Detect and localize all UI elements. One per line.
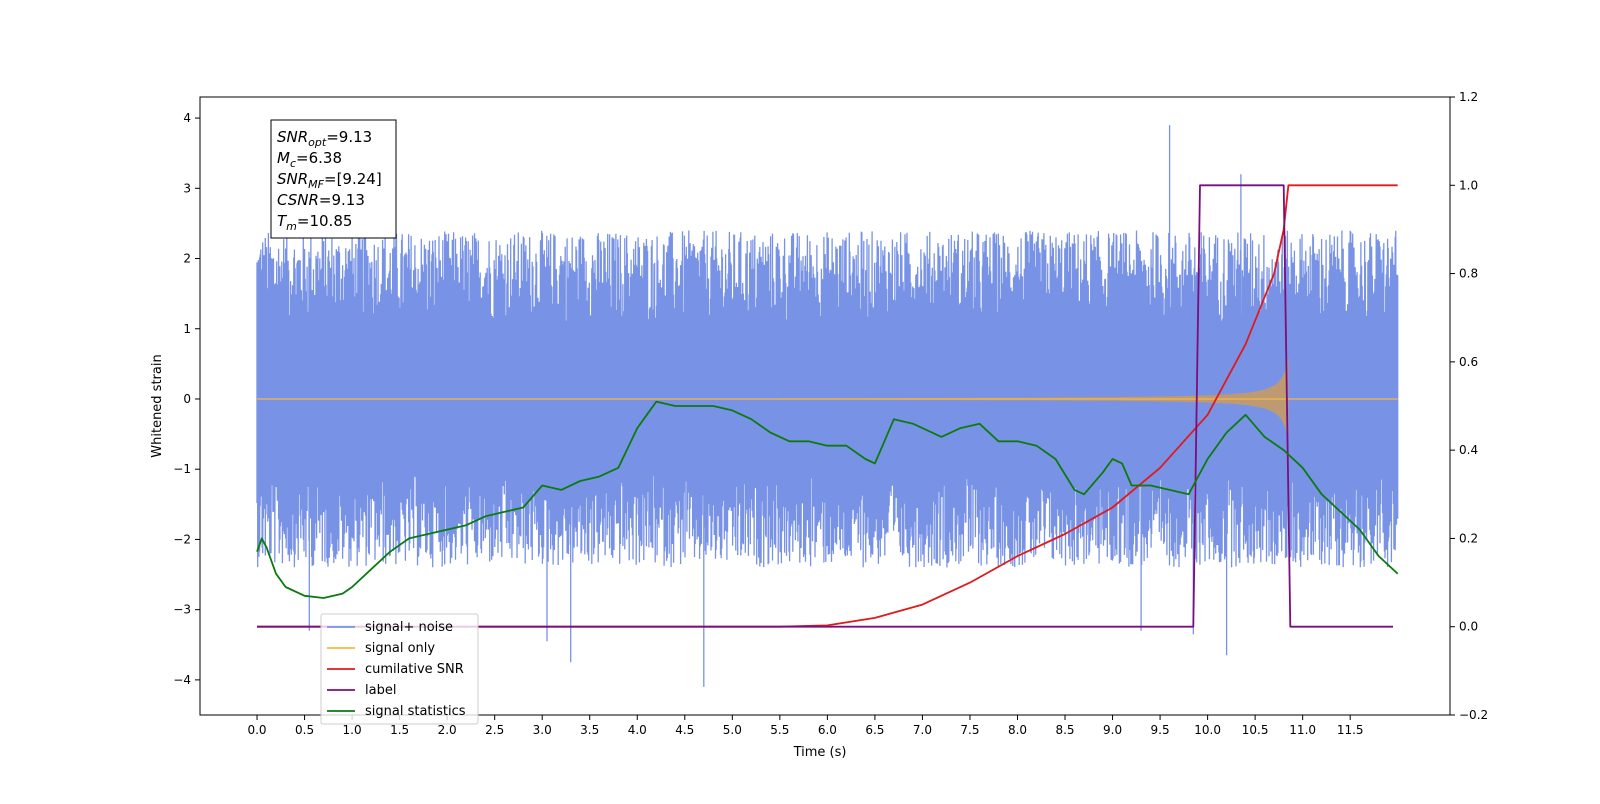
x-tick-label: 7.5 [960, 723, 979, 737]
y-tick-label: −4 [173, 673, 191, 687]
y-right-tick-label: 0.8 [1459, 267, 1478, 281]
x-tick-label: 7.0 [913, 723, 932, 737]
series-cumilative-snr-line [257, 184, 1398, 628]
legend: signal+ noise signal only cumilative SNR la… [320, 613, 479, 725]
x-tick-label: 6.5 [865, 723, 884, 737]
y-right-tick-label: 0.2 [1459, 531, 1478, 545]
x-tick-label: 1.5 [390, 723, 409, 737]
x-tick-label: 3.0 [533, 723, 552, 737]
x-tick-label: 11.5 [1337, 723, 1364, 737]
x-tick-label: 10.5 [1242, 723, 1269, 737]
legend-label: signal only [365, 641, 435, 656]
y-right-tick-label: −0.2 [1459, 708, 1488, 722]
annotation-line: CSNR=9.13 [277, 191, 365, 209]
legend-label: signal statistics [365, 704, 466, 719]
x-tick-label: 8.0 [1008, 723, 1027, 737]
annotation-line: Tm=10.85 [277, 212, 352, 233]
x-tick-label: 10.0 [1194, 723, 1221, 737]
x-tick-label: 0.0 [247, 723, 266, 737]
y-right-tick-label: 1.2 [1459, 90, 1478, 104]
x-tick-label: 4.5 [675, 723, 694, 737]
x-tick-label: 2.0 [438, 723, 457, 737]
y-tick-label: 1 [183, 322, 191, 336]
x-tick-label: 4.0 [628, 723, 647, 737]
y-right-tick-label: 0.0 [1459, 620, 1478, 634]
x-tick-label: 9.0 [1103, 723, 1122, 737]
x-tick-label: 5.5 [770, 723, 789, 737]
annotation-line: SNRMF=[9.24] [277, 170, 382, 191]
x-tick-label: 3.5 [580, 723, 599, 737]
y-tick-label: 0 [183, 392, 191, 406]
x-tick-label: 6.0 [818, 723, 837, 737]
y-tick-label: 4 [183, 111, 191, 125]
y-axis-label: Whitened strain [150, 354, 165, 457]
x-tick-label: 0.5 [295, 723, 314, 737]
axes-layer: 0.0 0.5 1.0 1.5 2.0 2.5 3.0 3.5 4.0 4.5 5.0 5.5 6.0 6… [173, 90, 1488, 737]
series-label-line [257, 184, 1393, 628]
x-tick-label: 1.0 [343, 723, 362, 737]
y-tick-label: 2 [183, 252, 191, 266]
x-tick-label: 11.0 [1289, 723, 1316, 737]
annotation-line: Mc=6.38 [277, 149, 342, 170]
plot-frame [199, 96, 1451, 716]
y-right-tick-label: 1.0 [1459, 178, 1478, 192]
x-tick-label: 2.5 [485, 723, 504, 737]
x-tick-label: 8.5 [1055, 723, 1074, 737]
y-tick-label: −1 [173, 462, 191, 476]
y-right-tick-label: 0.6 [1459, 355, 1478, 369]
x-axis-label: Time (s) [793, 745, 847, 760]
y-tick-label: −2 [173, 532, 191, 546]
annotation-line: SNRopt=9.13 [277, 128, 372, 149]
x-tick-label: 5.0 [723, 723, 742, 737]
y-tick-label: 3 [183, 181, 191, 195]
series-signal-noise-line [256, 125, 1399, 687]
legend-label: signal+ noise [365, 620, 453, 635]
y-tick-label: −3 [173, 603, 191, 617]
plot-data-layer [256, 125, 1399, 687]
legend-label: label [365, 683, 396, 698]
legend-frame [320, 613, 479, 725]
y-right-tick-label: 0.4 [1459, 443, 1478, 457]
legend-label: cumilative SNR [365, 662, 464, 677]
x-tick-label: 9.5 [1151, 723, 1170, 737]
annotation-frame [270, 119, 397, 239]
series-signal-statistics-line [256, 400, 1399, 599]
